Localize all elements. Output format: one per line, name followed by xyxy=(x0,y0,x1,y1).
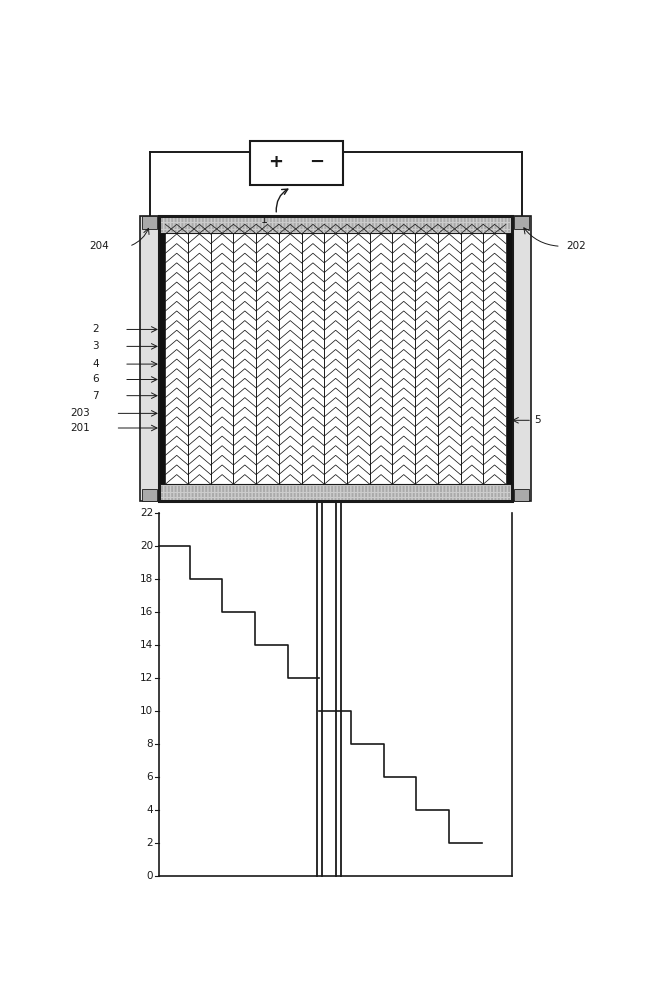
Text: 202: 202 xyxy=(566,241,586,251)
Text: 201: 201 xyxy=(71,423,90,433)
Text: 12: 12 xyxy=(140,673,153,683)
Bar xyxy=(159,216,512,233)
Text: +: + xyxy=(268,153,283,171)
Bar xyxy=(159,233,165,484)
Text: 204: 204 xyxy=(89,241,109,251)
Text: 4: 4 xyxy=(147,805,153,815)
Bar xyxy=(142,489,157,501)
Bar xyxy=(512,216,531,501)
Text: 4: 4 xyxy=(92,359,99,369)
Text: 14: 14 xyxy=(140,640,153,650)
Text: 20: 20 xyxy=(140,541,153,551)
Text: 18: 18 xyxy=(140,574,153,584)
Text: 10: 10 xyxy=(140,706,153,716)
Text: 1: 1 xyxy=(261,215,267,225)
Text: 6: 6 xyxy=(92,374,99,384)
Bar xyxy=(140,216,159,501)
Bar xyxy=(142,216,157,229)
Text: 6: 6 xyxy=(147,772,153,782)
Bar xyxy=(159,484,512,501)
Text: 8: 8 xyxy=(147,739,153,749)
Bar xyxy=(159,216,512,501)
Text: 22: 22 xyxy=(140,508,153,518)
Text: 16: 16 xyxy=(140,607,153,617)
Bar xyxy=(506,233,512,484)
Text: 5: 5 xyxy=(534,415,541,425)
Text: 2: 2 xyxy=(92,324,99,334)
Text: 3: 3 xyxy=(92,341,99,351)
Text: 7: 7 xyxy=(92,391,99,401)
Text: −: − xyxy=(309,153,324,171)
Text: 203: 203 xyxy=(71,408,90,418)
Text: 2: 2 xyxy=(147,838,153,848)
Bar xyxy=(514,489,529,501)
Bar xyxy=(250,141,343,185)
Bar xyxy=(514,216,529,229)
Text: 0: 0 xyxy=(147,871,153,881)
